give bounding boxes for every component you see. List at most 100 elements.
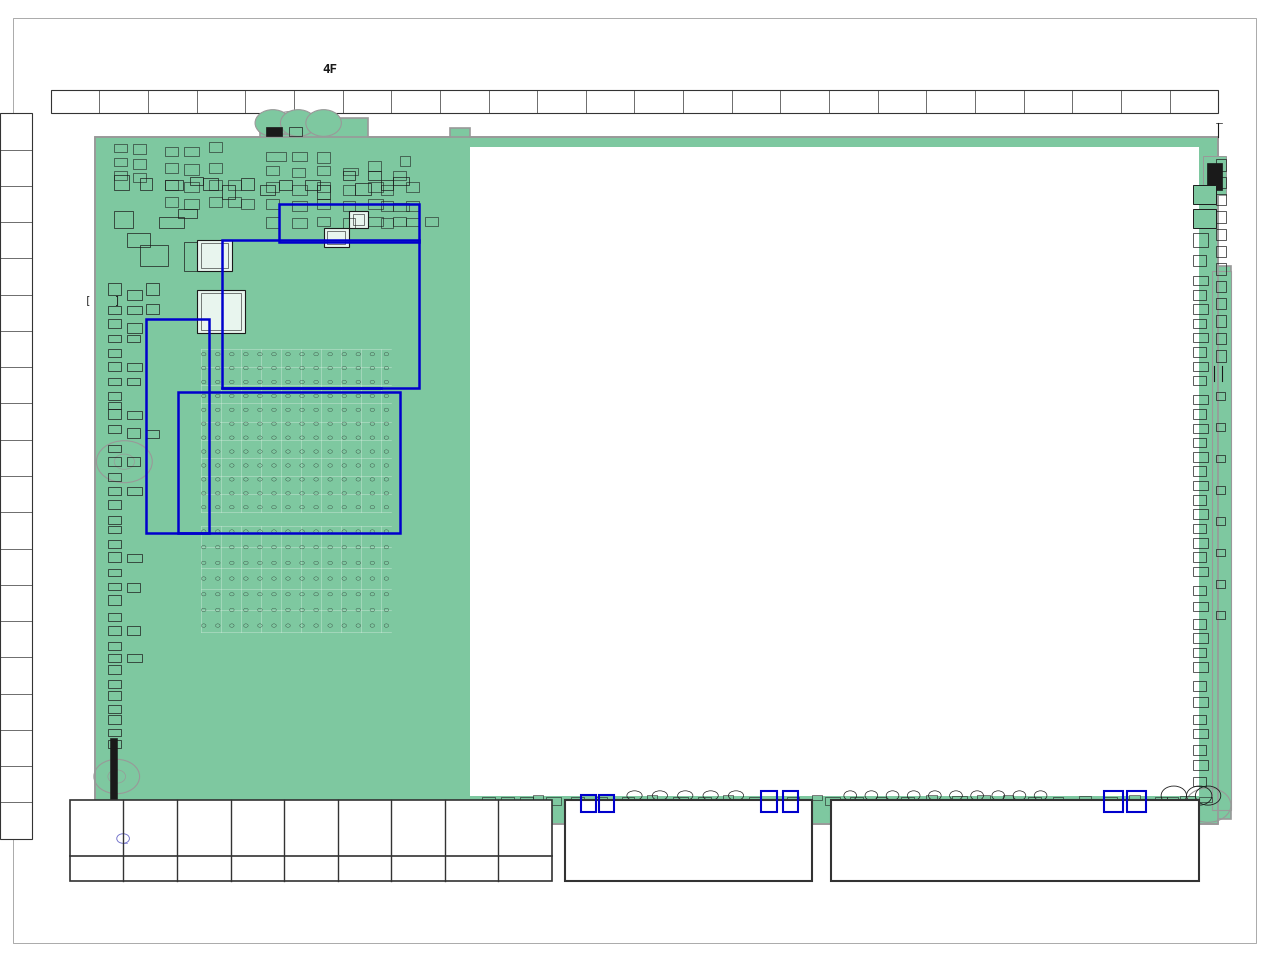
Bar [1193,319,1206,329]
Bar [368,162,381,172]
Bar [1129,795,1140,801]
Bar [406,202,419,212]
Bar [223,801,228,810]
Bar [1193,186,1216,205]
Bar [1104,791,1123,812]
Bar [203,179,218,191]
Bar [1193,662,1208,672]
Bar [761,791,777,812]
Bar [1193,453,1208,462]
Bar [1193,362,1208,372]
Bar [317,152,330,164]
Bar [381,219,393,229]
Bar [127,412,142,419]
Bar [425,217,438,227]
Bar [1053,798,1063,805]
Bar [108,457,121,467]
Bar [228,181,241,191]
Bar [235,801,240,810]
Bar [197,291,245,334]
Bar [266,183,279,193]
Bar [977,795,990,802]
Circle shape [280,111,316,137]
Bar [289,128,302,137]
Bar [326,801,331,810]
Bar [1180,796,1195,805]
Bar [1216,351,1226,362]
Bar [292,801,297,810]
Bar [140,179,152,191]
Bar [165,181,178,191]
Bar [114,145,127,152]
Bar [127,457,140,467]
Bar [159,217,184,229]
Bar [317,183,330,193]
Bar [1104,797,1117,802]
Bar [393,217,406,227]
Bar [1193,276,1208,286]
Bar [1003,795,1013,801]
Bar [1216,230,1226,241]
Bar [110,739,117,810]
Bar [546,798,561,805]
Bar [1216,393,1225,400]
Bar [266,152,286,162]
Bar [108,583,121,591]
Bar [108,642,121,650]
Bar [1193,510,1208,519]
Bar [108,474,121,481]
Bar [108,655,121,662]
Bar [353,214,364,226]
Bar [1193,233,1208,248]
Bar [1193,634,1208,643]
Bar [393,172,406,181]
Bar [108,350,121,357]
Bar [305,181,320,191]
Bar [222,186,235,200]
Bar [565,801,812,882]
Bar [1216,247,1226,258]
Bar [190,178,203,186]
Bar [127,655,142,662]
Bar [140,246,168,267]
Bar [127,291,142,300]
Bar [1193,602,1208,612]
Bar [132,801,137,810]
Bar [280,801,286,810]
Bar [1193,648,1206,658]
Bar [209,198,222,208]
Bar [368,172,381,181]
Bar [146,431,159,438]
Bar [127,364,142,372]
Bar [108,729,121,737]
Bar [1216,281,1226,293]
Bar [184,165,199,176]
Bar [926,795,937,801]
Bar [184,200,199,210]
Bar [343,202,355,212]
Bar [201,244,228,269]
Bar [165,164,178,173]
Bar [1216,213,1226,224]
Bar [1193,210,1216,229]
Bar [127,307,142,314]
Bar [201,294,241,331]
Bar [327,232,345,245]
Bar [266,167,279,176]
Bar [372,801,377,810]
Bar [1216,298,1226,310]
Bar [749,798,761,805]
Bar [343,172,355,181]
Bar [209,164,222,173]
Bar [349,801,354,810]
Bar [1193,481,1208,491]
Bar [114,212,133,229]
Bar [108,691,121,700]
Bar [1212,272,1231,810]
Bar [178,801,183,810]
Bar [292,152,307,162]
Bar [108,614,121,621]
Bar [850,797,863,802]
Bar [1167,798,1178,805]
Bar [266,128,282,137]
